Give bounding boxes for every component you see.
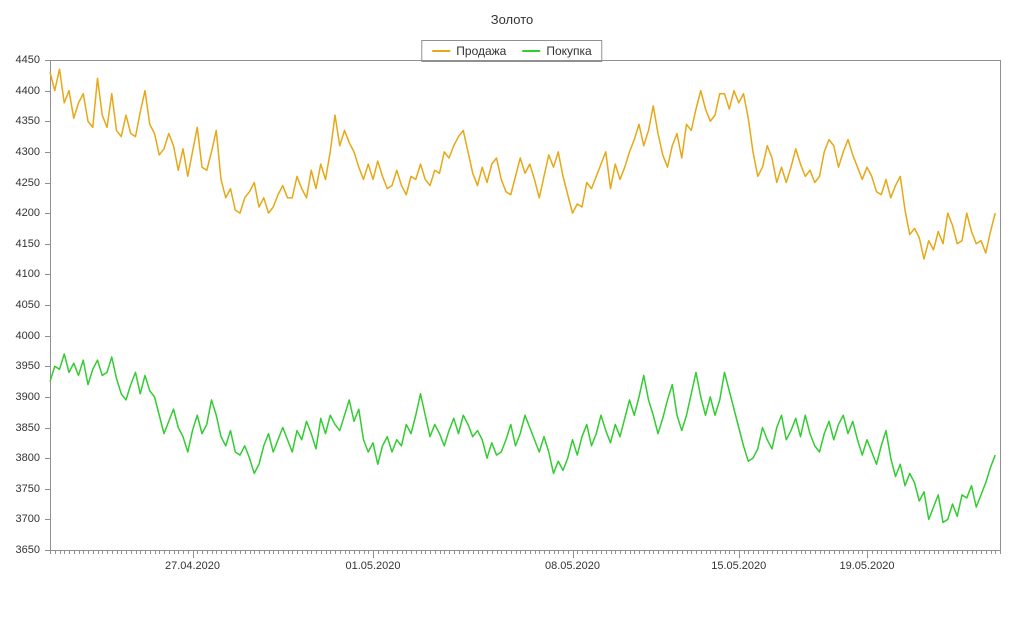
chart-lines <box>0 0 1024 640</box>
series-line <box>50 354 995 522</box>
chart-container: Золото Продажа Покупка 36503700375038003… <box>0 0 1024 640</box>
series-line <box>50 69 995 259</box>
